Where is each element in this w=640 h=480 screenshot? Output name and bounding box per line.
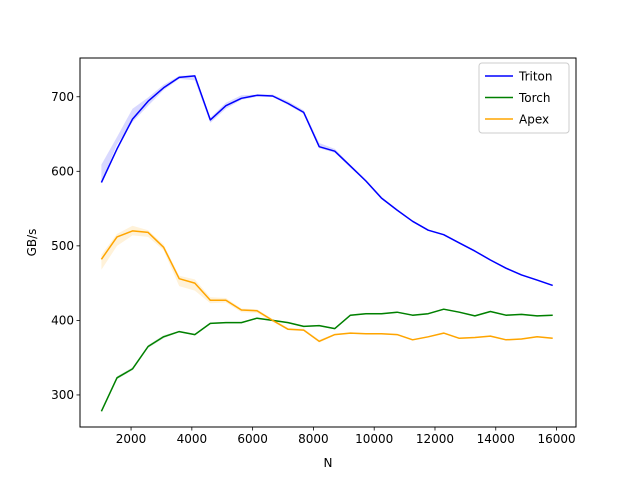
y-tick-label: 600 xyxy=(51,164,74,178)
legend-box xyxy=(478,62,570,134)
x-tick-label: 6000 xyxy=(237,432,268,446)
plot-area-frame xyxy=(79,57,577,428)
y-axis: 300 400 500 600 700 xyxy=(51,90,80,402)
legend-label-torch: Torch xyxy=(518,91,551,105)
x-axis: 2000 4000 6000 8000 10000 12000 14000 16000 xyxy=(116,427,576,446)
legend-label-apex: Apex xyxy=(519,113,549,127)
series-lines xyxy=(100,75,553,412)
x-tick-label: 8000 xyxy=(298,432,329,446)
y-tick-label: 500 xyxy=(51,239,74,253)
band-torch xyxy=(101,308,553,412)
y-tick-label: 300 xyxy=(51,388,74,402)
x-tick-label: 2000 xyxy=(116,432,147,446)
line-torch xyxy=(100,308,553,412)
x-tick-label: 10000 xyxy=(355,432,393,446)
legend-label-triton: Triton xyxy=(518,70,553,84)
x-tick-label: 14000 xyxy=(477,432,515,446)
y-tick-label: 400 xyxy=(51,313,74,327)
x-tick-label: 12000 xyxy=(416,432,454,446)
line-triton xyxy=(100,75,553,287)
x-tick-label: 16000 xyxy=(537,432,575,446)
line-apex xyxy=(100,230,553,343)
x-axis-label: N xyxy=(324,456,333,470)
x-tick-label: 4000 xyxy=(177,432,208,446)
band-apex xyxy=(101,225,553,343)
legend: Triton Torch Apex xyxy=(478,62,570,134)
y-tick-label: 700 xyxy=(51,90,74,104)
y-axis-label: GB/s xyxy=(25,229,39,257)
